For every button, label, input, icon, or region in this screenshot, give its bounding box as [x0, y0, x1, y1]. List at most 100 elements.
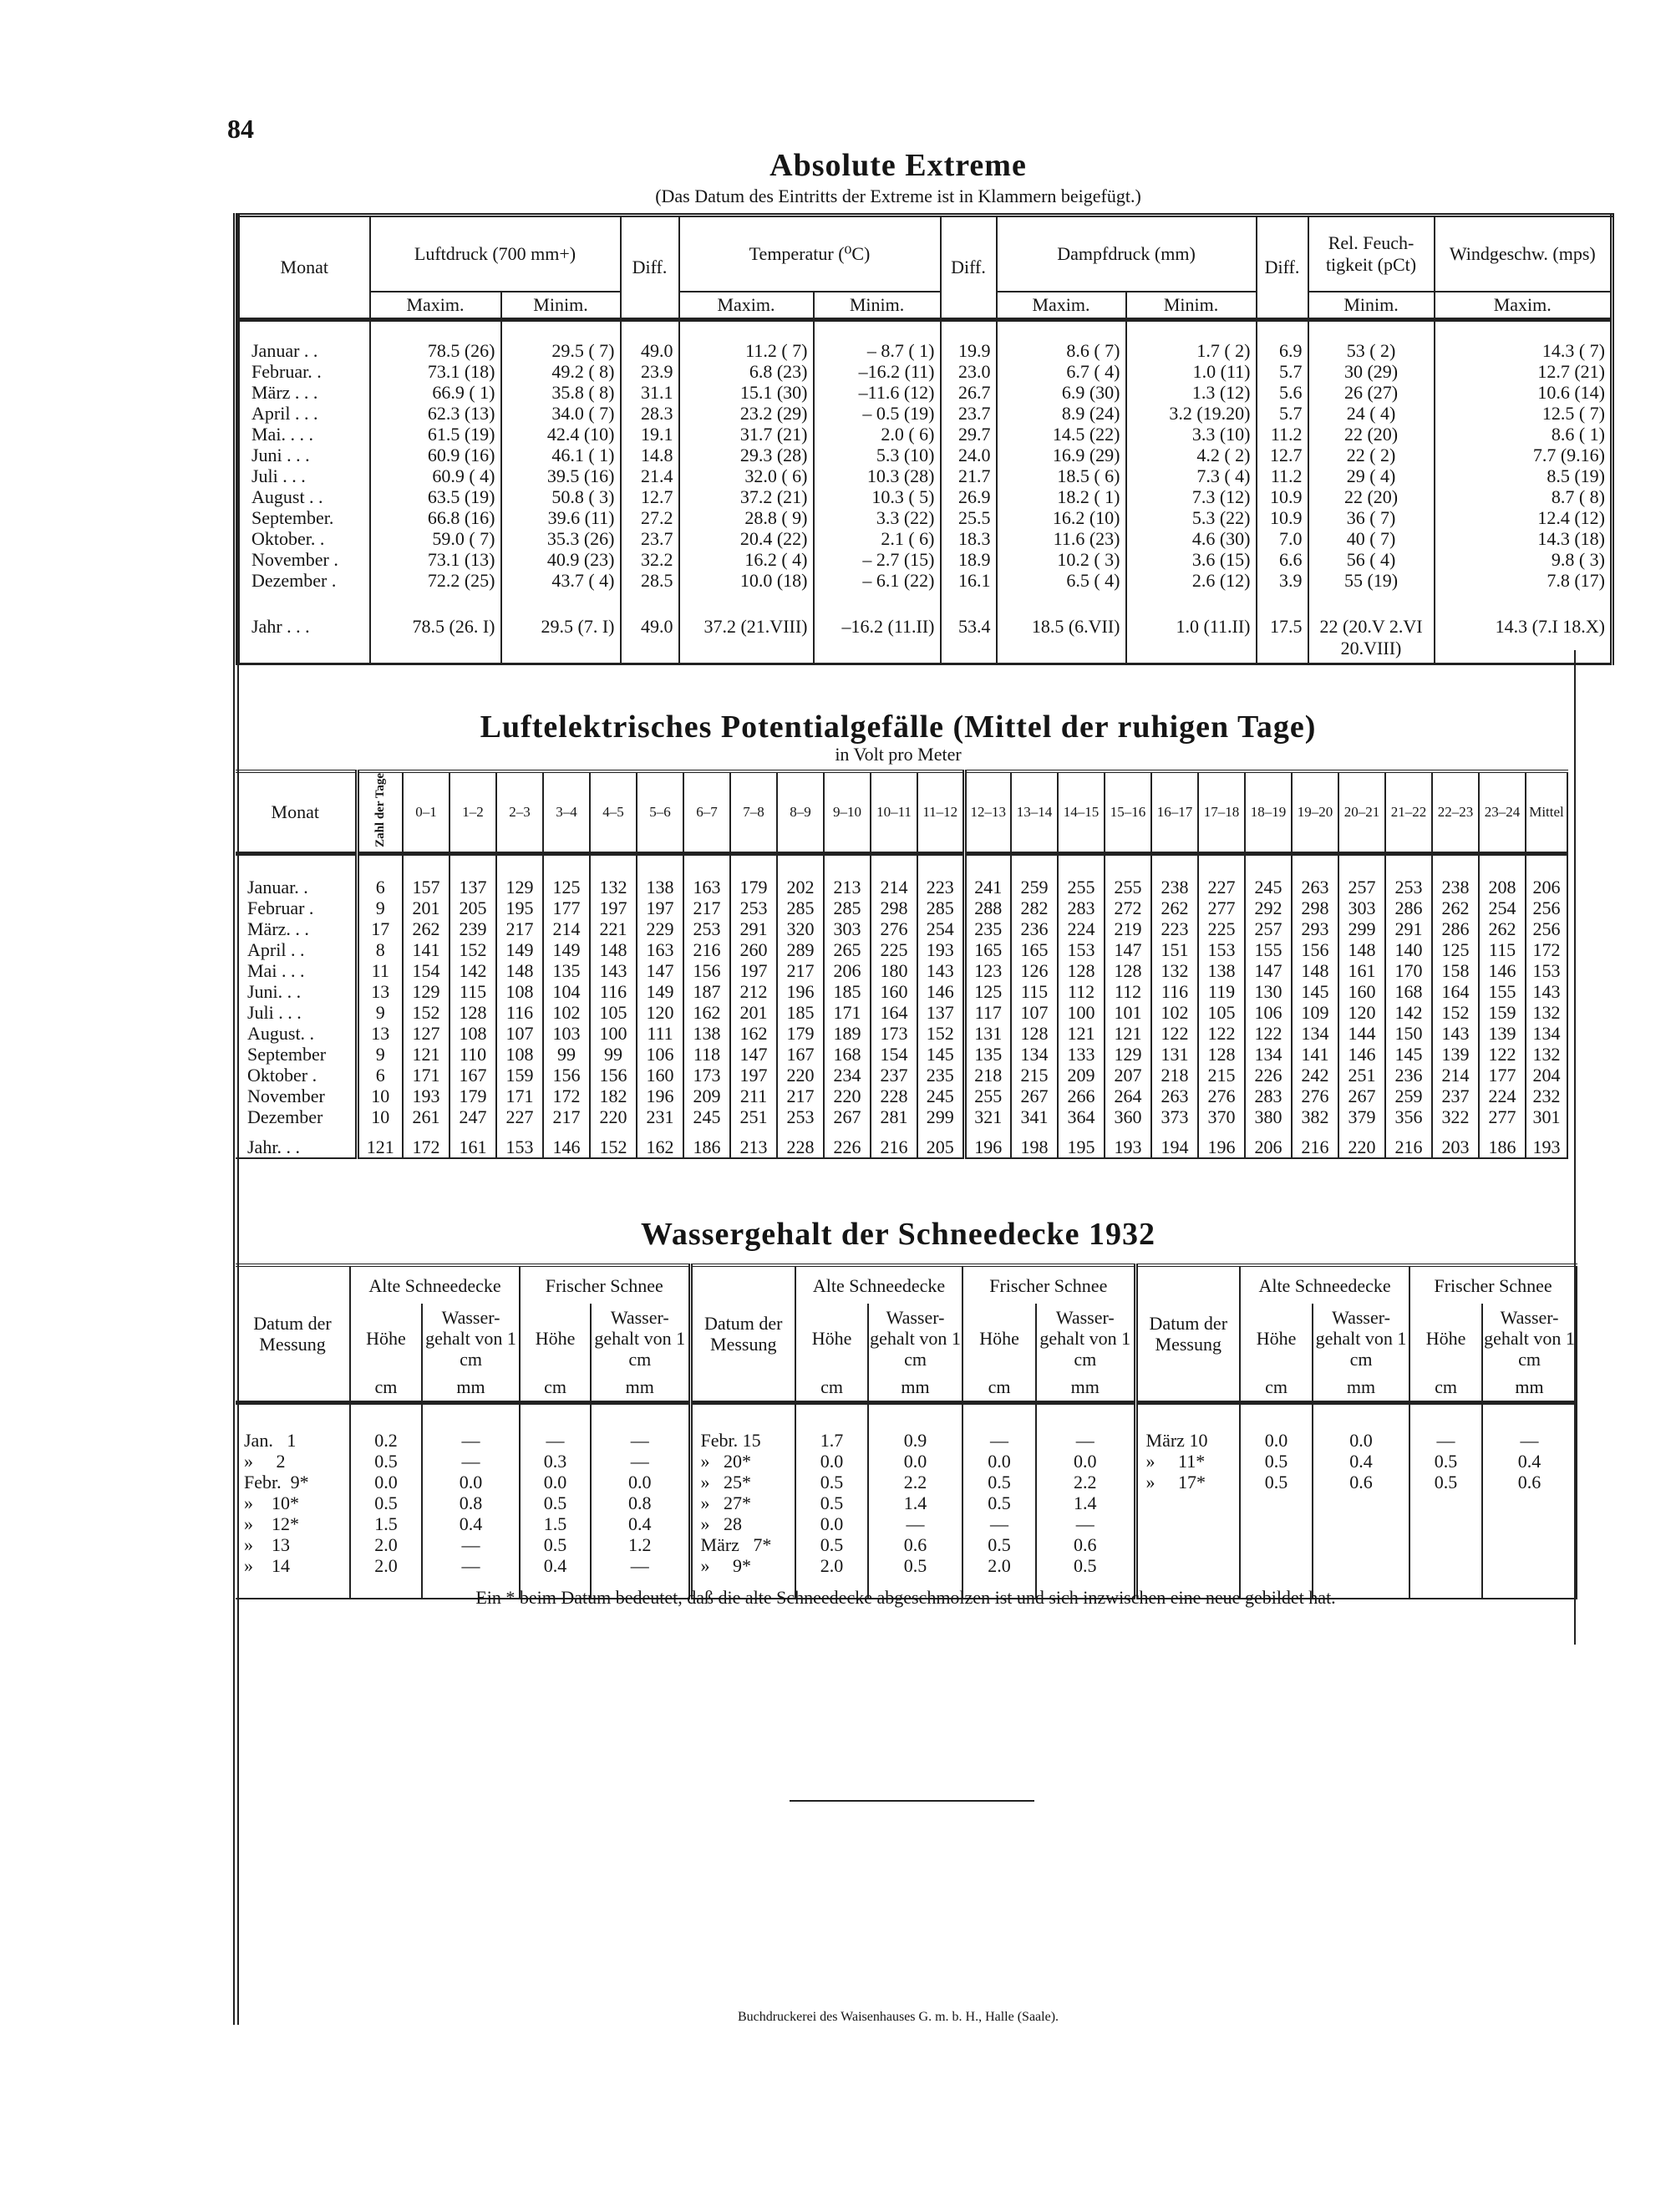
table-row: Mai . . . 11 154 142 148 135 143 147 156 197 217 20…: [236, 959, 1567, 981]
value-cell: 0.8: [590, 1492, 691, 1513]
month-cell: Januar. .: [247, 876, 308, 898]
spacer-cell: [368, 591, 501, 609]
spacer-cell: [1133, 1576, 1241, 1599]
potential-table: Monat Zahl der Tage 0–1 1–2 2–3 3–4 4–5 5–6 6–7 7…: [236, 770, 1568, 1159]
year-row: Jahr. . . 121 172 161 153 146 152 162 186 213 228 2…: [236, 1126, 1567, 1158]
mean-cell: 193: [1525, 1126, 1567, 1158]
value-cell: 197: [729, 1064, 777, 1086]
value-cell: 115: [449, 980, 496, 1002]
spacer-cell: [962, 1402, 1037, 1430]
spacer-cell: [519, 1576, 592, 1599]
value-cell: 21.4: [619, 465, 679, 486]
table-row: Jan. 1 0.2— — — Febr. 15 1.7 0.9— — März 10 0.0 0.…: [236, 1430, 1577, 1451]
value-cell: 201: [729, 1001, 777, 1023]
value-cell: 116: [495, 1001, 543, 1023]
value-cell: 205: [917, 1126, 964, 1158]
value-cell: [1239, 1555, 1313, 1576]
header-hour: 20–21: [1338, 771, 1385, 856]
header-hour: 1–2: [449, 771, 496, 856]
table-row: Januar . . 78.5 (26) 29.5 ( 7) 49.0 11.2 ( 7…: [238, 340, 1613, 361]
spacer-cell: [1239, 1576, 1313, 1599]
value-cell: 0.0: [1312, 1430, 1410, 1451]
value-cell: 208: [1478, 876, 1526, 898]
value-cell: 143: [589, 959, 637, 981]
date-cell: » 20*: [688, 1451, 796, 1472]
value-cell: 147: [1104, 938, 1151, 960]
value-cell: 28.5: [619, 570, 679, 591]
header-hour: 3–4: [542, 771, 590, 856]
value-cell: 106: [636, 1043, 683, 1065]
month-cell: Mai. . . .: [251, 424, 313, 445]
value-cell: 150: [1384, 1022, 1432, 1044]
date-cell: » 13: [244, 1534, 290, 1555]
value-cell: 29 ( 4): [1307, 465, 1435, 486]
value-cell: 108: [449, 1022, 496, 1044]
value-cell: [1481, 1555, 1577, 1576]
value-cell: 156: [589, 1064, 637, 1086]
month-cell: Juni . . .: [251, 445, 310, 465]
value-cell: 160: [870, 980, 917, 1002]
value-cell: 4.2 ( 2): [1125, 445, 1257, 465]
header-date: Datum der Messung: [1133, 1265, 1241, 1405]
value-cell: 1.0 (11.II): [1125, 609, 1257, 664]
date-cell: » 17*: [1133, 1472, 1241, 1492]
value-cell: 0.5: [1409, 1451, 1483, 1472]
value-cell: 35.8 ( 8): [500, 382, 621, 403]
value-cell: —: [1481, 1430, 1577, 1451]
value-cell: 131: [1150, 1043, 1198, 1065]
value-cell: 2.0: [349, 1534, 422, 1555]
value-cell: 0.4: [590, 1513, 691, 1534]
value-cell: 18.2 ( 1): [995, 486, 1126, 507]
header-maxim: Maxim.: [678, 292, 814, 322]
days-cell: 10: [354, 1106, 403, 1127]
value-cell: 107: [495, 1022, 543, 1044]
value-cell: 146: [542, 1126, 590, 1158]
month-cell: August. .: [247, 1022, 315, 1044]
value-cell: 217: [776, 1085, 824, 1106]
value-cell: 10.3 (28): [812, 465, 941, 486]
page-frame-left-rule: [233, 213, 239, 2025]
spacer-row: [236, 1402, 1577, 1430]
value-cell: 128: [1197, 1043, 1245, 1065]
mean-cell: 232: [1525, 1085, 1567, 1106]
value-cell: 102: [542, 1001, 590, 1023]
value-cell: 6.9 (30): [995, 382, 1126, 403]
days-cell: 11: [354, 959, 403, 981]
date-cell: [1133, 1555, 1241, 1576]
header-height: Höhe: [962, 1304, 1037, 1372]
value-cell: 66.9 ( 1): [368, 382, 501, 403]
value-cell: 12.4 (12): [1433, 507, 1613, 528]
value-cell: 5.6: [1255, 382, 1308, 403]
value-cell: 209: [683, 1085, 730, 1106]
value-cell: 2.1 ( 6): [812, 528, 941, 549]
value-cell: 356: [1384, 1106, 1432, 1127]
month-cell: April . .: [247, 938, 305, 960]
value-cell: 225: [870, 938, 917, 960]
header-minim: Minim.: [500, 292, 621, 322]
value-cell: 165: [962, 938, 1011, 960]
header-temperatur: Temperatur (⁰C): [678, 215, 941, 292]
value-cell: 185: [776, 1001, 824, 1023]
value-cell: 303: [1338, 897, 1385, 918]
value-cell: 21.7: [939, 465, 997, 486]
spacer-cell: [1255, 591, 1308, 609]
value-cell: 0.0: [420, 1472, 521, 1492]
value-cell: [1239, 1513, 1313, 1534]
mean-cell: 143: [1525, 980, 1567, 1002]
value-cell: 132: [589, 876, 637, 898]
value-cell: 15.1 (30): [678, 382, 814, 403]
mean-cell: 132: [1525, 1001, 1567, 1023]
value-cell: 267: [823, 1106, 871, 1127]
value-cell: 251: [729, 1106, 777, 1127]
value-cell: 6.9: [1255, 340, 1308, 361]
value-cell: 277: [1197, 897, 1245, 918]
value-cell: 0.5: [1239, 1472, 1313, 1492]
value-cell: 286: [1431, 918, 1479, 939]
value-cell: 154: [402, 959, 449, 981]
spacer-cell: [1478, 853, 1526, 877]
value-cell: 293: [1291, 918, 1338, 939]
header-height: Höhe: [795, 1304, 869, 1372]
value-cell: 60.9 ( 4): [368, 465, 501, 486]
days-cell: 13: [354, 1022, 403, 1044]
value-cell: 155: [1478, 980, 1526, 1002]
